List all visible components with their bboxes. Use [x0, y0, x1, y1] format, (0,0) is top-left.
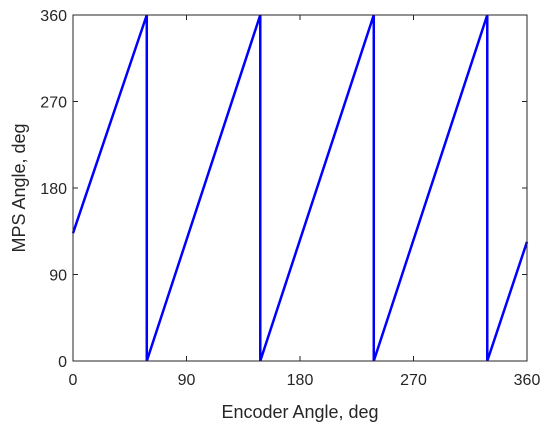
x-tick-label-360: 360 — [514, 372, 541, 389]
x-tick-label-90: 90 — [178, 372, 196, 389]
y-tick-label-360: 360 — [40, 8, 67, 25]
y-axis-ticks: 0 90 180 270 360 — [40, 8, 527, 371]
y-tick-label-180: 180 — [40, 181, 67, 198]
x-tick-label-0: 0 — [69, 372, 78, 389]
x-axis-label: Encoder Angle, deg — [221, 402, 378, 422]
x-axis-ticks: 0 90 180 270 360 — [69, 15, 541, 389]
plot-background — [73, 15, 527, 361]
y-tick-label-0: 0 — [58, 354, 67, 371]
series-line-0 — [71, 14, 529, 362]
x-tick-label-180: 180 — [287, 372, 314, 389]
series-layer — [71, 14, 529, 362]
y-axis-label: MPS Angle, deg — [9, 123, 29, 252]
y-tick-label-270: 270 — [40, 95, 67, 112]
y-tick-label-90: 90 — [49, 268, 67, 285]
x-tick-label-270: 270 — [400, 372, 427, 389]
